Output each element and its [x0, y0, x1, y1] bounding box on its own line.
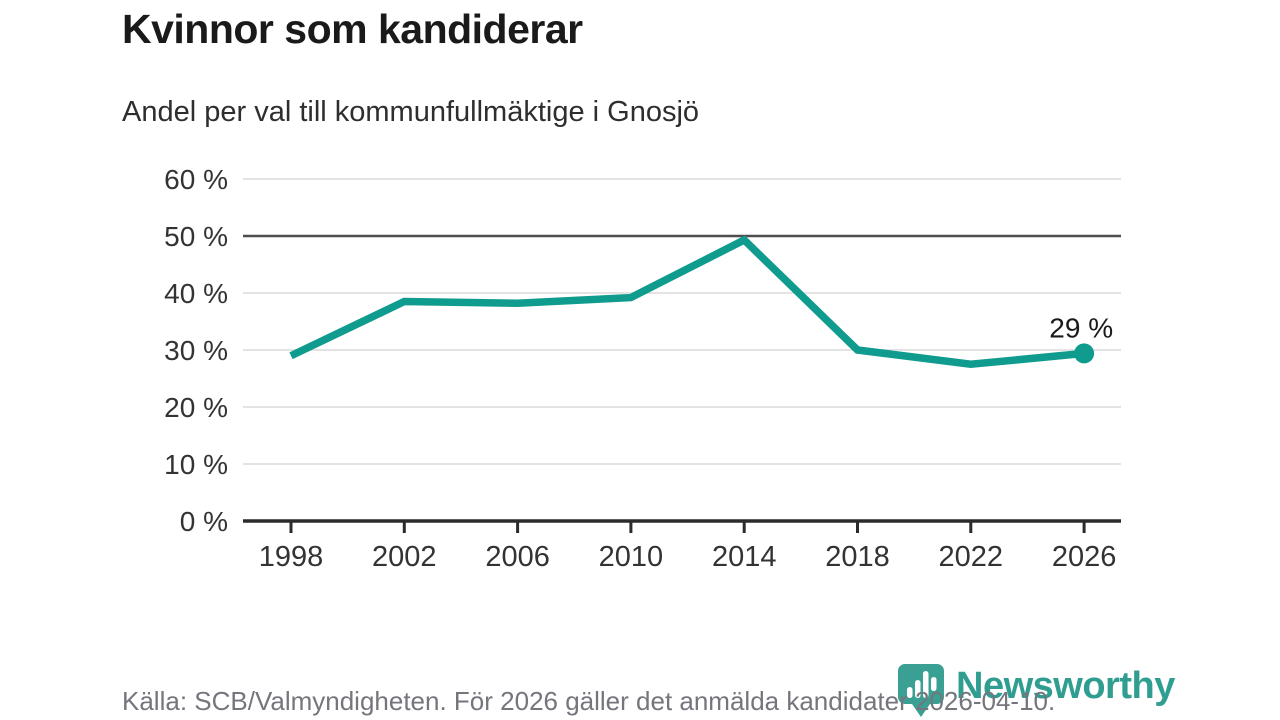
- y-tick-label: 50 %: [164, 221, 228, 252]
- y-tick-label: 10 %: [164, 449, 228, 480]
- newsworthy-marker-icon: [898, 664, 944, 717]
- newsworthy-logo: Newsworthy: [897, 663, 1175, 720]
- x-tick-label: 2002: [372, 541, 437, 573]
- x-tick-label: 2014: [712, 541, 777, 573]
- chart-subtitle: Andel per val till kommunfullmäktige i G…: [122, 96, 700, 128]
- x-tick-label: 2010: [599, 541, 664, 573]
- x-tick-label: 2018: [825, 541, 890, 573]
- chart-title: Kvinnor som kandiderar: [122, 6, 583, 52]
- end-value-label: 29 %: [1049, 312, 1113, 343]
- y-tick-label: 20 %: [164, 392, 228, 423]
- y-tick-label: 0 %: [180, 506, 228, 537]
- newsworthy-wordmark: Newsworthy: [956, 665, 1175, 707]
- source-note: Källa: SCB/Valmyndigheten. För 2026 gäll…: [122, 686, 1056, 716]
- end-point-dot: [1074, 343, 1095, 364]
- data-line: [289, 235, 1085, 369]
- y-tick-label: 40 %: [164, 278, 228, 309]
- x-tick-label: 2026: [1052, 541, 1117, 573]
- y-tick-label: 60 %: [164, 164, 228, 195]
- y-tick-label: 30 %: [164, 335, 228, 366]
- x-tick-label: 2022: [939, 541, 1004, 573]
- x-tick-label: 1998: [259, 541, 324, 573]
- x-tick-label: 2006: [485, 541, 550, 573]
